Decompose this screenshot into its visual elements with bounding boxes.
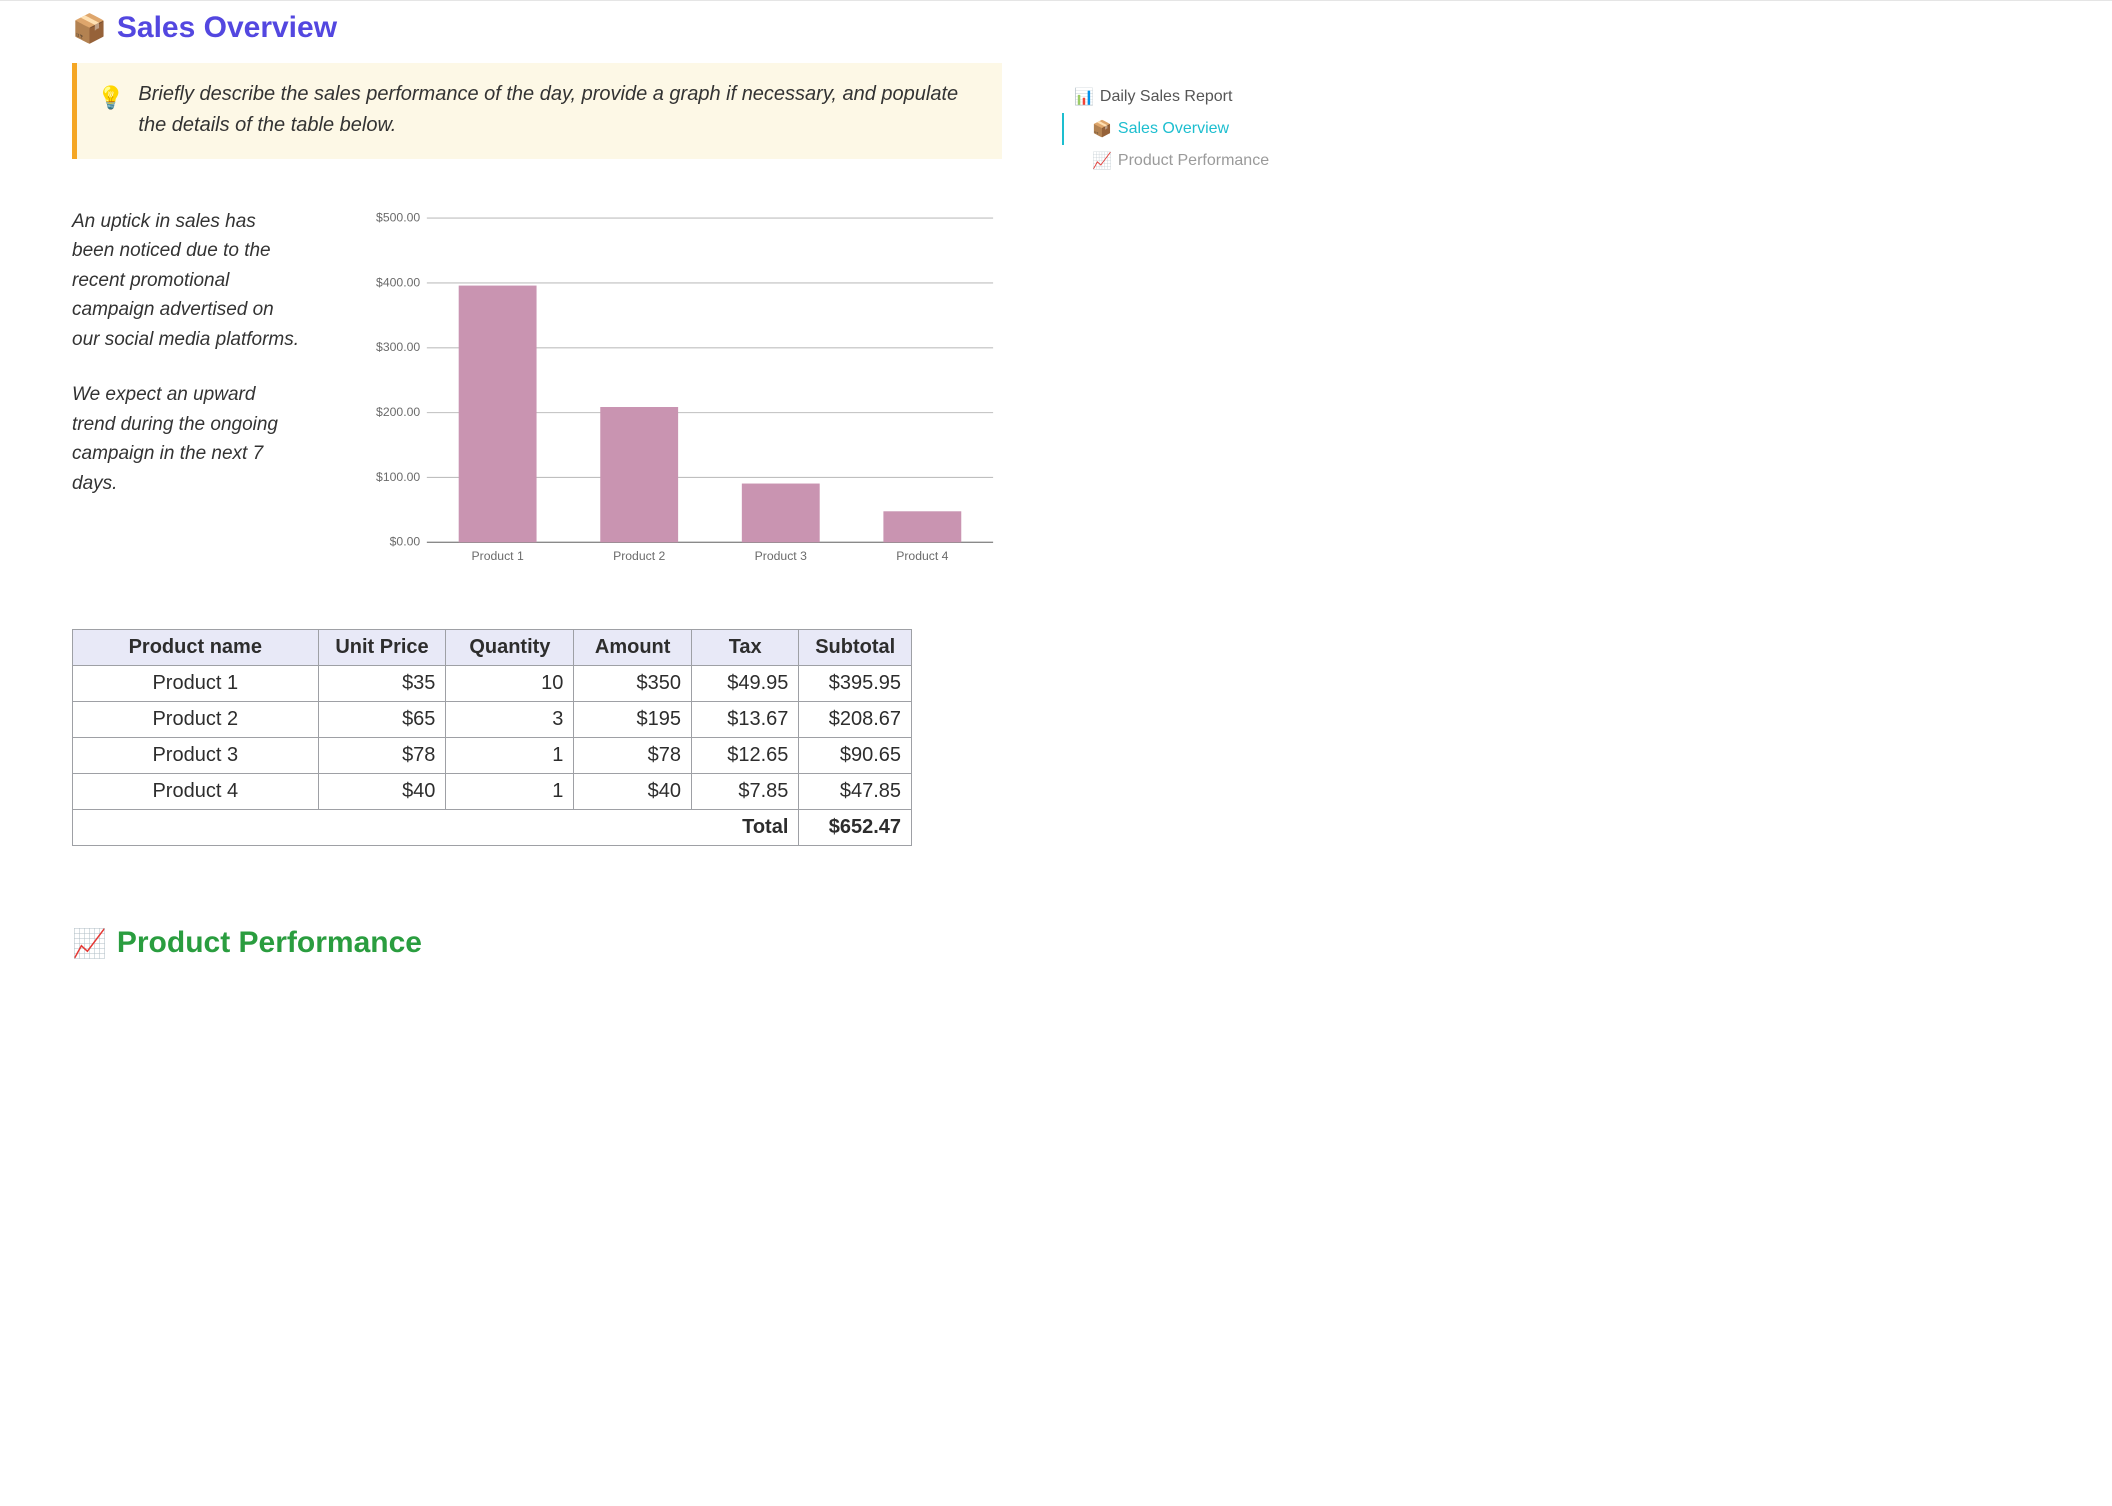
table-header-cell: Product name — [73, 630, 319, 666]
products-table: Product nameUnit PriceQuantityAmountTaxS… — [72, 629, 912, 846]
table-cell: Product 4 — [73, 774, 319, 810]
callout-text: Briefly describe the sales performance o… — [138, 79, 978, 141]
table-cell: $78 — [318, 738, 446, 774]
svg-text:Product 2: Product 2 — [613, 549, 665, 563]
svg-text:Product 3: Product 3 — [755, 549, 807, 563]
svg-text:Product 4: Product 4 — [896, 549, 948, 563]
toc-item[interactable]: 📦 Sales Overview — [1062, 113, 1322, 145]
toc-item-label: Product Performance — [1118, 152, 1269, 170]
table-row: Product 3$781$78$12.65$90.65 — [73, 738, 912, 774]
section-sales-overview-title: Sales Overview — [117, 11, 337, 45]
table-total-row: Total $652.47 — [73, 810, 912, 846]
section-product-performance-title: Product Performance — [117, 926, 422, 960]
table-cell: $195 — [574, 702, 692, 738]
table-cell: $35 — [318, 666, 446, 702]
table-of-contents: 📊 Daily Sales Report 📦 Sales Overview 📈 Produ… — [1062, 11, 1322, 177]
svg-text:$0.00: $0.00 — [390, 535, 421, 549]
svg-text:$300.00: $300.00 — [376, 340, 420, 354]
table-header-cell: Unit Price — [318, 630, 446, 666]
table-cell: $47.85 — [799, 774, 912, 810]
table-cell: 3 — [446, 702, 574, 738]
table-cell: $65 — [318, 702, 446, 738]
svg-text:Product 1: Product 1 — [472, 549, 524, 563]
overview-text: An uptick in sales has been noticed due … — [72, 207, 302, 524]
table-header-cell: Subtotal — [799, 630, 912, 666]
table-header-cell: Amount — [574, 630, 692, 666]
table-cell: $13.67 — [691, 702, 798, 738]
toc-item-icon: 📦 — [1092, 119, 1112, 139]
table-cell: $12.65 — [691, 738, 798, 774]
table-cell: $49.95 — [691, 666, 798, 702]
overview-paragraph-2: We expect an upward trend during the ong… — [72, 380, 302, 498]
overview-row: An uptick in sales has been noticed due … — [72, 207, 1002, 573]
table-cell: $208.67 — [799, 702, 912, 738]
table-cell: $78 — [574, 738, 692, 774]
table-cell: 1 — [446, 774, 574, 810]
toc-item-icon: 📊 — [1074, 87, 1094, 107]
table-cell: $350 — [574, 666, 692, 702]
table-cell: $40 — [318, 774, 446, 810]
toc-item-icon: 📈 — [1092, 151, 1112, 171]
toc-item-label: Sales Overview — [1118, 120, 1229, 138]
table-cell: $395.95 — [799, 666, 912, 702]
table-cell: Product 2 — [73, 702, 319, 738]
section-product-performance-heading: 📈 Product Performance — [72, 926, 1002, 960]
svg-text:$400.00: $400.00 — [376, 275, 420, 289]
table-cell: $90.65 — [799, 738, 912, 774]
toc-item-label: Daily Sales Report — [1100, 88, 1233, 106]
table-cell: 10 — [446, 666, 574, 702]
toc-item[interactable]: 📈 Product Performance — [1062, 145, 1322, 177]
overview-paragraph-1: An uptick in sales has been noticed due … — [72, 207, 302, 354]
table-cell: Product 1 — [73, 666, 319, 702]
table-row: Product 4$401$40$7.85$47.85 — [73, 774, 912, 810]
svg-text:$200.00: $200.00 — [376, 405, 420, 419]
callout-box: 💡 Briefly describe the sales performance… — [72, 63, 1002, 159]
toc-item[interactable]: 📊 Daily Sales Report — [1062, 81, 1322, 113]
table-total-label: Total — [73, 810, 799, 846]
package-icon: 📦 — [72, 12, 107, 45]
sales-bar-chart: $0.00 $100.00 $200.00 $300.00 $400.00 $500.00… — [358, 207, 1002, 573]
lightbulb-icon: 💡 — [97, 81, 124, 141]
table-row: Product 2$653$195$13.67$208.67 — [73, 702, 912, 738]
section-sales-overview-heading: 📦 Sales Overview — [72, 11, 1002, 45]
svg-text:$100.00: $100.00 — [376, 470, 420, 484]
table-cell: 1 — [446, 738, 574, 774]
main-content: 📦 Sales Overview 💡 Briefly describe the … — [72, 11, 1002, 978]
svg-text:$500.00: $500.00 — [376, 210, 420, 224]
table-row: Product 1$3510$350$49.95$395.95 — [73, 666, 912, 702]
table-cell: Product 3 — [73, 738, 319, 774]
table-cell: $40 — [574, 774, 692, 810]
chart-increasing-icon: 📈 — [72, 927, 107, 960]
table-total-value: $652.47 — [799, 810, 912, 846]
table-header-row: Product nameUnit PriceQuantityAmountTaxS… — [73, 630, 912, 666]
table-header-cell: Tax — [691, 630, 798, 666]
table-cell: $7.85 — [691, 774, 798, 810]
table-header-cell: Quantity — [446, 630, 574, 666]
